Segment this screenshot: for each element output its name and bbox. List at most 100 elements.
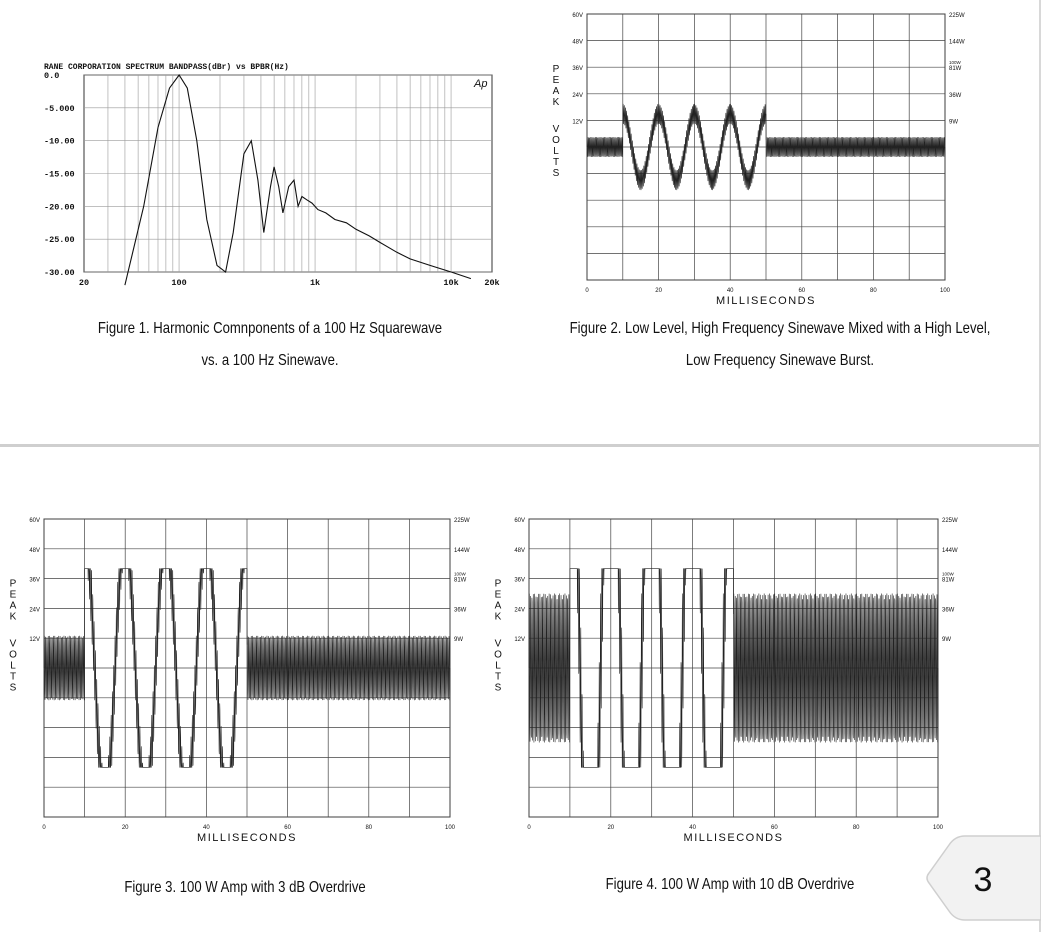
figure3-right-label: 36W (454, 607, 467, 613)
figure2-y-axis-letter: O (552, 135, 560, 146)
page-number-tab: 3 (926, 835, 1041, 921)
figure4-x-tick-label: 60 (771, 825, 778, 831)
figure2-x-tick-label: 60 (798, 288, 805, 294)
figure1-x-tick-label: 1k (310, 278, 320, 288)
figure4-y-axis-letter: S (495, 682, 502, 693)
figure3-x-tick-label: 80 (365, 825, 372, 831)
figure4-x-axis-label: MILLISECONDS (684, 832, 784, 844)
figure2-y-tick-label: 12V (572, 119, 583, 125)
figure1-y-tick-label: -5.000 (44, 104, 75, 114)
figure1-title: RANE CORPORATION SPECTRUM BANDPASS(dBr) … (44, 63, 289, 72)
figure2-caption-line1: Figure 2. Low Level, High Frequency Sine… (569, 320, 991, 337)
figure3-y-axis-letter: K (10, 611, 17, 622)
figure3-right-label: 144W (454, 548, 470, 554)
figure2-x-tick-label: 80 (870, 288, 877, 294)
figure3-y-axis-letter: T (10, 671, 16, 682)
figure1-chart: RANE CORPORATION SPECTRUM BANDPASS(dBr) … (44, 63, 500, 288)
section-divider (0, 444, 1041, 447)
figure2-y-axis-letter: A (553, 86, 560, 97)
figure4-caption: Figure 4. 100 W Amp with 10 dB Overdrive (605, 876, 855, 893)
figure1-x-tick-label: 100 (171, 278, 186, 288)
figure4-y-tick-label: 60V (514, 518, 525, 524)
figure2-waveform (586, 103, 946, 191)
figure3-x-tick-label: 40 (203, 825, 210, 831)
figure3-y-axis-letter: E (10, 589, 17, 600)
figure4-y-axis-letter: L (495, 660, 501, 671)
figure4-y-tick-label: 12V (514, 637, 525, 643)
figure4-right-label: 36W (942, 607, 955, 613)
figure1-x-tick-label: 10k (443, 278, 458, 288)
figure3-caption: Figure 3. 100 W Amp with 3 dB Overdrive (124, 879, 366, 896)
figure2-caption-line2: Low Frequency Sinewave Burst. (685, 352, 875, 369)
figure4-right-label: 100W (942, 572, 955, 577)
figure2-right-label: 100W (949, 60, 962, 65)
figure3-x-tick-label: 100 (445, 825, 456, 831)
figure3-y-axis-letter: A (10, 600, 17, 611)
figure1-x-tick-label: 20k (484, 278, 499, 288)
figure1-y-tick-label: -20.00 (44, 202, 75, 212)
figure2-x-tick-label: 20 (655, 288, 662, 294)
figure2-y-tick-label: 60V (572, 13, 583, 19)
figure4-y-axis-letter: O (494, 649, 502, 660)
figure4-y-axis-letter: V (495, 638, 502, 649)
figure2-y-tick-label: 24V (572, 93, 583, 99)
figure4-y-tick-label: 36V (514, 578, 525, 584)
figure2-y-axis-letter: T (553, 157, 559, 168)
figure1-y-tick-label: -30.00 (44, 268, 75, 278)
figure2-y-axis-letter: L (553, 146, 559, 157)
figure3-waveform (43, 568, 451, 768)
figure4-right-label: 225W (942, 518, 958, 524)
figure4-right-label: 144W (942, 548, 958, 554)
figure3-y-axis-letter: P (10, 578, 17, 589)
figure4-x-tick-label: 20 (607, 825, 614, 831)
page-number: 3 (974, 861, 993, 899)
figure4-x-tick-label: 100 (933, 825, 944, 831)
figure2-y-tick-label: 48V (572, 40, 583, 46)
figure1-caption-line2: vs. a 100 Hz Sinewave. (201, 352, 339, 369)
figure3-y-axis-letter: S (10, 682, 17, 693)
figure1-watermark: Ap (473, 78, 487, 90)
figure4-y-axis-letter: P (495, 578, 502, 589)
figure2-y-axis-letter: S (553, 168, 560, 179)
figure4-waveform (528, 568, 939, 768)
figure3-y-tick-label: 48V (29, 548, 40, 554)
figure2-right-label: 81W (949, 66, 962, 72)
figure2-y-axis-letter: P (553, 64, 560, 75)
figure3-x-tick-label: 0 (42, 825, 46, 831)
figure2-right-label: 36W (949, 93, 962, 99)
figure2-x-tick-label: 100 (940, 288, 951, 294)
figure3-x-tick-label: 60 (284, 825, 291, 831)
figure4-x-tick-label: 80 (853, 825, 860, 831)
figure2-y-tick-label: 36V (572, 66, 583, 72)
figure1-curve (124, 74, 472, 286)
figure4-y-axis-letter: E (495, 589, 502, 600)
figure2-right-label: 225W (949, 13, 965, 19)
figure4-y-tick-label: 24V (514, 607, 525, 613)
figure4-y-axis-letter: A (495, 600, 502, 611)
figure3-y-axis-letter: L (10, 660, 16, 671)
figure3-right-label: 100W (454, 572, 467, 577)
figure4-x-tick-label: 40 (689, 825, 696, 831)
figure3-y-tick-label: 36V (29, 578, 40, 584)
figure3-right-label: 225W (454, 518, 470, 524)
figure2-y-axis-letter: K (553, 97, 560, 108)
figure1-caption-line1: Figure 1. Harmonic Comnponents of a 100 … (97, 320, 443, 337)
figure4-y-tick-label: 48V (514, 548, 525, 554)
figure3-right-label: 9W (454, 637, 463, 643)
figure3-y-tick-label: 12V (29, 637, 40, 643)
figure3-y-tick-label: 60V (29, 518, 40, 524)
figure2-y-axis-letter: V (553, 124, 560, 135)
figure3-y-axis-letter: O (9, 649, 17, 660)
figure4-x-tick-label: 0 (527, 825, 531, 831)
figure2-x-axis-label: MILLISECONDS (716, 295, 816, 307)
figure3-x-axis-label: MILLISECONDS (197, 832, 297, 844)
figure1-y-tick-label: 0.0 (44, 71, 59, 81)
figure1-y-tick-label: -10.00 (44, 137, 75, 147)
page-edge (1039, 0, 1041, 932)
figure4-right-label: 9W (942, 637, 951, 643)
figure1-y-tick-label: -25.00 (44, 235, 75, 245)
figure2-right-label: 144W (949, 40, 965, 46)
